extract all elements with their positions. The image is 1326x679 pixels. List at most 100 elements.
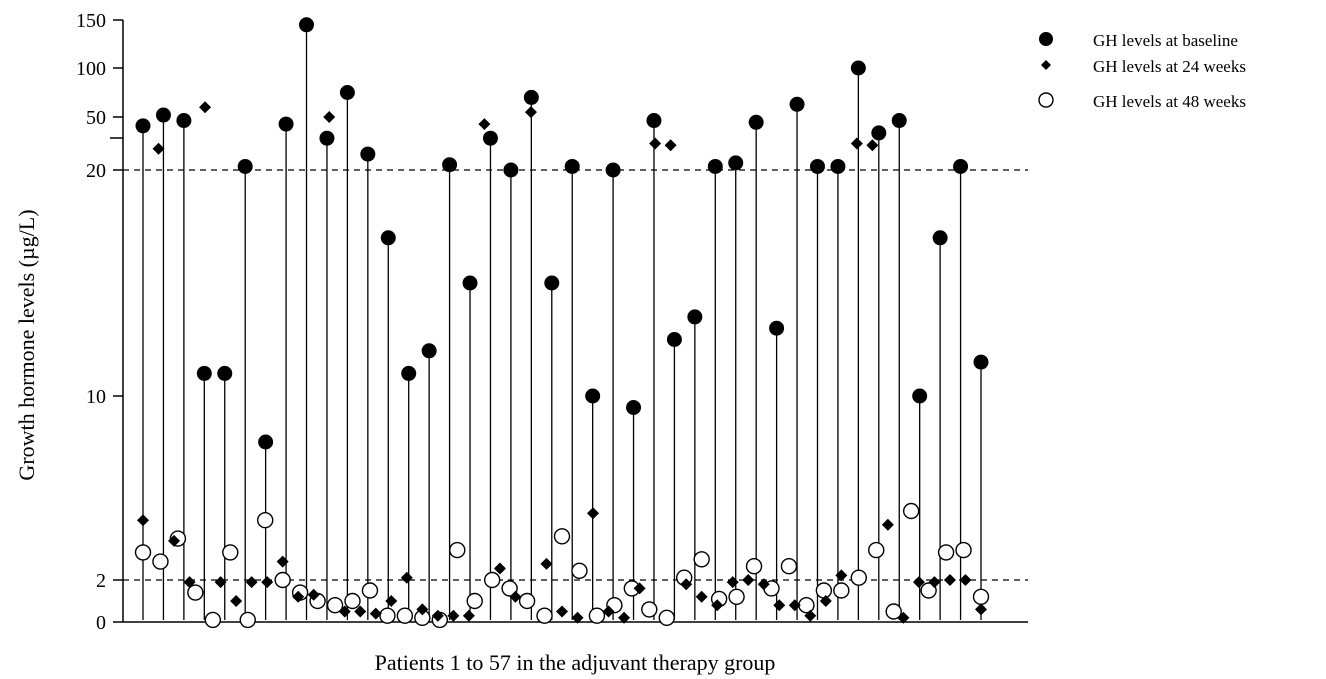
point-24-weeks	[292, 590, 305, 603]
point-24-weeks	[478, 118, 491, 131]
point-48-weeks	[501, 580, 518, 597]
point-24-weeks	[462, 609, 475, 622]
point-48-weeks	[850, 569, 867, 586]
point-48-weeks	[902, 502, 920, 520]
point-24-weeks	[556, 605, 568, 618]
point-24-weeks	[928, 576, 941, 589]
point-48-weeks	[257, 512, 274, 529]
point-24-weeks	[850, 137, 863, 150]
point-baseline	[953, 158, 969, 174]
x-axis-label: Patients 1 to 57 in the adjuvant therapy…	[375, 650, 776, 675]
point-48-weeks	[518, 592, 536, 610]
point-baseline	[135, 118, 151, 134]
point-baseline	[258, 434, 274, 450]
point-24-weeks	[323, 111, 336, 123]
point-24-weeks	[183, 576, 196, 589]
point-baseline	[544, 275, 560, 291]
point-24-weeks	[230, 595, 243, 607]
point-baseline	[789, 96, 805, 112]
point-48-weeks	[536, 607, 553, 624]
point-24-weeks	[152, 142, 165, 155]
point-24-weeks	[509, 590, 522, 603]
point-baseline	[626, 400, 642, 415]
y-tick-label: 10	[86, 386, 106, 408]
y-tick-label: 100	[76, 58, 106, 80]
point-48-weeks	[815, 582, 833, 599]
point-baseline	[360, 146, 376, 162]
legend-label: GH levels at 24 weeks	[1093, 57, 1246, 76]
point-48-weeks	[449, 541, 466, 559]
point-48-weeks	[344, 592, 361, 610]
point-24-weeks	[943, 574, 956, 586]
point-baseline	[707, 158, 723, 174]
legend-marker-baseline	[1039, 32, 1053, 46]
point-24-weeks	[726, 576, 739, 589]
point-baseline	[237, 158, 253, 174]
point-48-weeks	[885, 603, 902, 620]
point-24-weeks	[338, 605, 351, 618]
point-24-weeks	[199, 101, 212, 114]
point-24-weeks	[680, 578, 693, 591]
point-24-weeks	[742, 574, 755, 586]
y-tick-label: 50	[86, 107, 106, 129]
point-48-weeks	[571, 562, 588, 579]
point-24-weeks	[276, 555, 289, 568]
point-24-weeks	[602, 605, 615, 618]
point-48-weeks	[239, 611, 256, 629]
point-48-weeks	[187, 584, 204, 601]
legend-marker-24-weeks	[1041, 60, 1051, 70]
point-24-weeks	[571, 611, 584, 624]
data-points	[134, 17, 990, 629]
point-48-weeks	[134, 544, 152, 561]
point-24-weeks	[664, 139, 677, 152]
point-baseline	[871, 125, 887, 141]
point-baseline	[809, 158, 825, 174]
point-baseline	[912, 388, 928, 404]
point-24-weeks	[447, 609, 460, 622]
point-baseline	[462, 275, 478, 291]
point-24-weeks	[245, 576, 258, 589]
point-baseline	[217, 365, 233, 381]
point-24-weeks	[695, 590, 708, 603]
point-24-weeks	[959, 574, 972, 586]
point-baseline	[421, 343, 437, 359]
point-24-weeks	[757, 578, 770, 591]
legend: GH levels at baseline GH levels at 24 wee…	[1038, 31, 1246, 111]
y-tick-label: 150	[76, 10, 106, 32]
point-24-weeks	[385, 595, 398, 607]
point-baseline	[401, 365, 417, 381]
point-baseline	[687, 309, 703, 325]
point-24-weeks	[912, 576, 925, 589]
point-24-weeks	[773, 599, 786, 612]
point-24-weeks	[633, 582, 646, 595]
y-axis-label: Growth hormone levels (µg/L)	[14, 209, 39, 480]
y-tick-label: 2	[96, 570, 106, 592]
point-baseline	[155, 107, 171, 123]
point-24-weeks	[819, 595, 832, 607]
point-24-weeks	[587, 507, 600, 520]
point-48-weeks	[222, 544, 239, 561]
y-tick-label: 20	[86, 160, 106, 182]
point-baseline	[176, 113, 192, 129]
point-24-weeks	[835, 569, 848, 582]
point-baseline	[196, 365, 212, 381]
point-24-weeks	[897, 611, 910, 624]
point-48-weeks	[658, 609, 675, 626]
point-baseline	[830, 158, 846, 174]
point-24-weeks	[881, 518, 894, 531]
point-48-weeks	[204, 611, 222, 629]
point-48-weeks	[641, 601, 658, 618]
point-24-weeks	[400, 571, 413, 584]
point-48-weeks	[833, 582, 850, 599]
point-48-weeks	[396, 607, 414, 624]
point-24-weeks	[524, 106, 537, 119]
point-baseline	[380, 230, 396, 246]
point-48-weeks	[326, 597, 344, 614]
point-baseline	[523, 89, 539, 105]
point-baseline	[646, 113, 662, 129]
point-24-weeks	[369, 607, 382, 620]
point-24-weeks	[214, 576, 227, 589]
point-24-weeks	[975, 603, 987, 616]
point-24-weeks	[137, 514, 149, 527]
